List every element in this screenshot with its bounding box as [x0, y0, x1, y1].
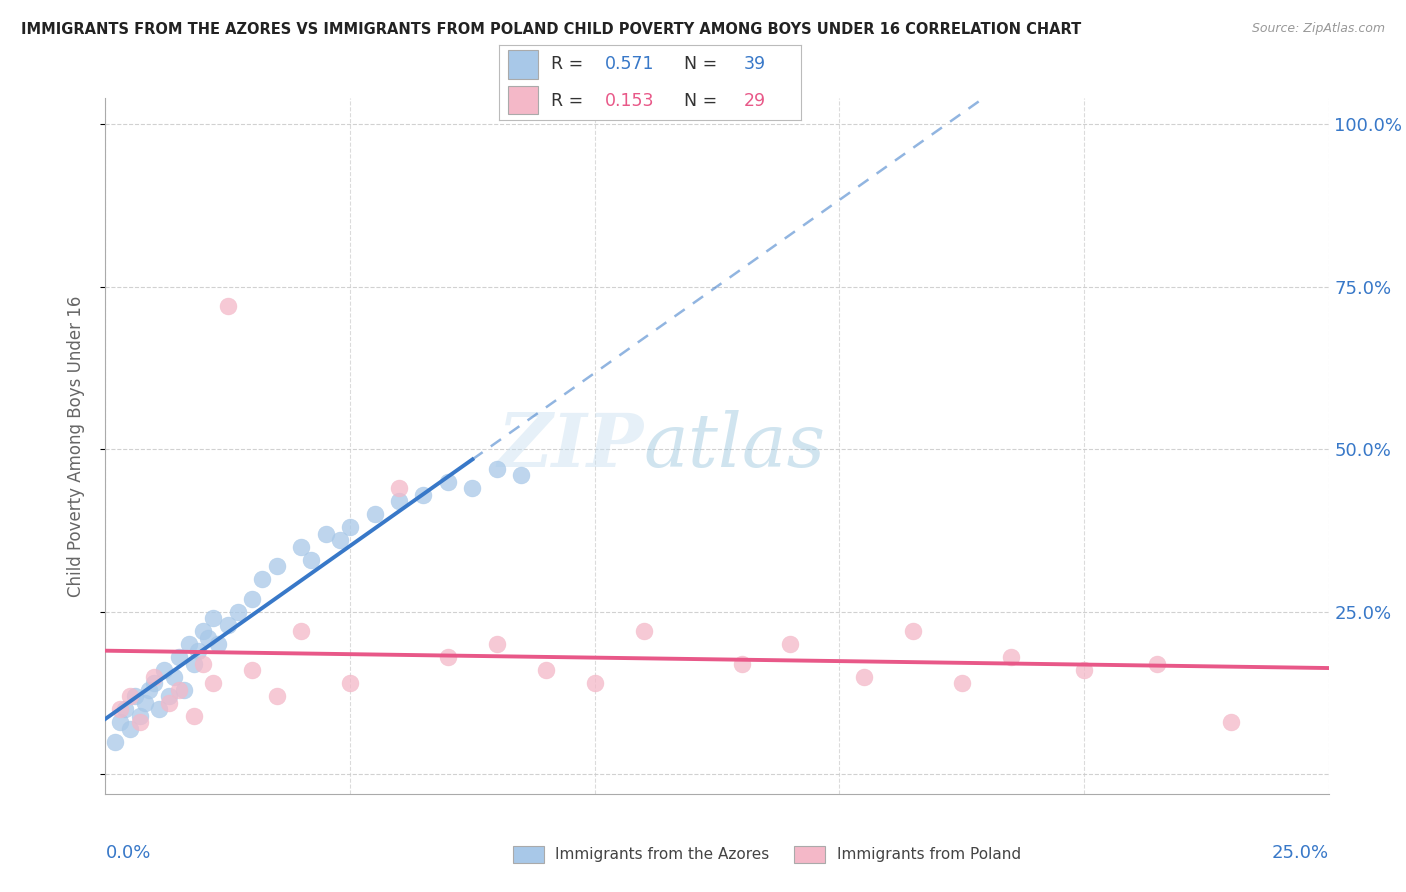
Point — [148, 702, 170, 716]
Text: 0.153: 0.153 — [605, 92, 654, 110]
Point — [437, 650, 460, 665]
Text: 25.0%: 25.0% — [1271, 844, 1329, 862]
Point — [143, 670, 166, 684]
Point — [217, 617, 239, 632]
Text: Source: ZipAtlas.com: Source: ZipAtlas.com — [1251, 22, 1385, 36]
Point — [583, 676, 606, 690]
Point — [1073, 663, 1095, 677]
Point — [1146, 657, 1168, 671]
Point — [363, 508, 385, 522]
Point — [240, 591, 263, 606]
Text: Immigrants from the Azores: Immigrants from the Azores — [555, 847, 769, 862]
Point — [143, 676, 166, 690]
Point — [177, 637, 200, 651]
Point — [412, 488, 434, 502]
Point — [138, 682, 160, 697]
Point — [207, 637, 229, 651]
Point — [118, 722, 141, 736]
Point — [315, 526, 337, 541]
Point — [461, 481, 484, 495]
Point — [240, 663, 263, 677]
Point — [157, 690, 180, 704]
Text: R =: R = — [551, 92, 588, 110]
Text: 39: 39 — [744, 55, 766, 73]
Point — [167, 650, 190, 665]
Point — [197, 631, 219, 645]
Point — [437, 475, 460, 489]
Point — [388, 494, 411, 508]
Text: N =: N = — [683, 55, 723, 73]
Point — [950, 676, 973, 690]
Point — [779, 637, 801, 651]
Text: IMMIGRANTS FROM THE AZORES VS IMMIGRANTS FROM POLAND CHILD POVERTY AMONG BOYS UN: IMMIGRANTS FROM THE AZORES VS IMMIGRANTS… — [21, 22, 1081, 37]
Text: Immigrants from Poland: Immigrants from Poland — [837, 847, 1021, 862]
Text: N =: N = — [683, 92, 723, 110]
Point — [852, 670, 875, 684]
Point — [153, 663, 176, 677]
Point — [104, 735, 127, 749]
Point — [339, 520, 361, 534]
Point — [290, 540, 312, 554]
Point — [339, 676, 361, 690]
Point — [329, 533, 352, 548]
Point — [299, 553, 322, 567]
Point — [108, 702, 131, 716]
Point — [1000, 650, 1022, 665]
Point — [633, 624, 655, 639]
Point — [217, 299, 239, 313]
Point — [485, 637, 508, 651]
Point — [202, 676, 225, 690]
Point — [266, 559, 288, 574]
Point — [250, 572, 273, 586]
Text: 29: 29 — [744, 92, 766, 110]
Point — [128, 709, 150, 723]
Text: ZIP: ZIP — [498, 409, 644, 483]
Point — [290, 624, 312, 639]
Text: 0.0%: 0.0% — [105, 844, 150, 862]
Point — [266, 690, 288, 704]
Point — [183, 709, 205, 723]
Point — [134, 696, 156, 710]
Point — [202, 611, 225, 625]
Point — [193, 624, 215, 639]
Point — [183, 657, 205, 671]
Text: 0.571: 0.571 — [605, 55, 654, 73]
Point — [534, 663, 557, 677]
Point — [128, 715, 150, 730]
Point — [226, 605, 249, 619]
Point — [187, 644, 209, 658]
Point — [485, 462, 508, 476]
Point — [173, 682, 195, 697]
Point — [510, 468, 533, 483]
Point — [163, 670, 186, 684]
Point — [901, 624, 924, 639]
Point — [108, 715, 131, 730]
Point — [118, 690, 141, 704]
Text: atlas: atlas — [644, 409, 825, 483]
Point — [124, 690, 146, 704]
Point — [388, 481, 411, 495]
FancyBboxPatch shape — [508, 86, 538, 114]
Point — [167, 682, 190, 697]
Point — [730, 657, 752, 671]
Point — [193, 657, 215, 671]
Y-axis label: Child Poverty Among Boys Under 16: Child Poverty Among Boys Under 16 — [66, 295, 84, 597]
FancyBboxPatch shape — [508, 50, 538, 78]
Text: R =: R = — [551, 55, 588, 73]
Point — [114, 702, 136, 716]
Point — [157, 696, 180, 710]
Point — [1219, 715, 1241, 730]
